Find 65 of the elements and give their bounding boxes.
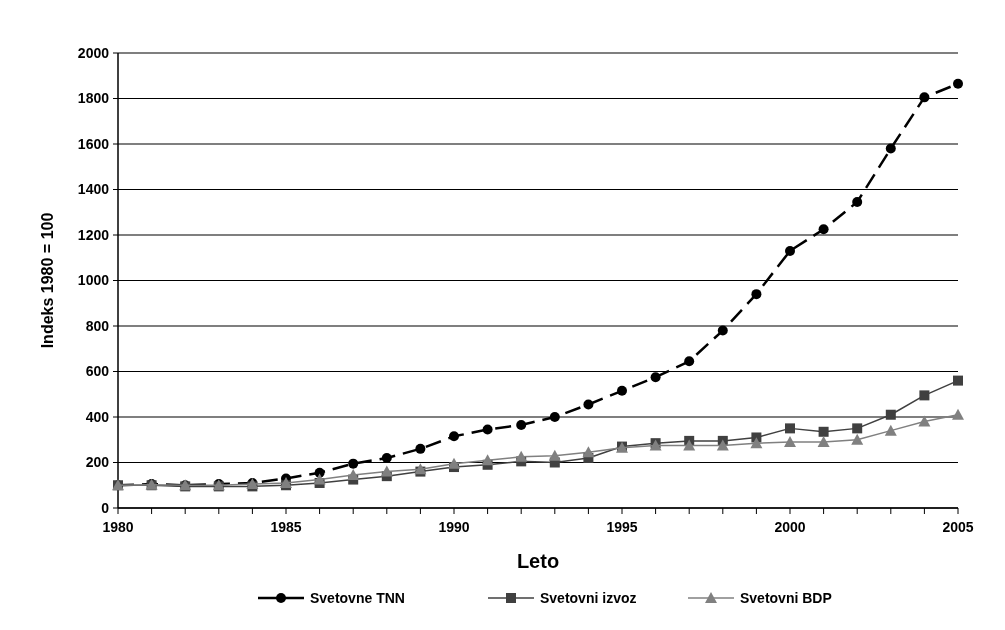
y-tick-label: 1600	[77, 135, 110, 152]
x-axis-title: Leto	[516, 550, 560, 572]
point	[818, 426, 829, 437]
point	[885, 409, 896, 420]
point	[650, 372, 661, 383]
point	[482, 424, 493, 435]
point	[884, 424, 897, 436]
x-tick-label: 1995	[606, 519, 638, 535]
y-tick-label: 2000	[77, 44, 110, 61]
x-tick-label: 1980	[102, 519, 134, 535]
point	[851, 433, 864, 445]
point	[919, 390, 930, 401]
point	[785, 423, 795, 434]
y-tick-label: 400	[85, 408, 110, 425]
y-tick-label: 200	[85, 454, 110, 471]
point	[313, 473, 326, 485]
point	[751, 289, 762, 300]
point	[683, 439, 696, 451]
point	[750, 437, 763, 449]
point	[549, 412, 560, 422]
point	[684, 356, 695, 367]
point	[448, 457, 460, 469]
y-tick-label: 600	[85, 363, 110, 380]
point	[280, 476, 292, 488]
point	[583, 399, 594, 410]
x-tick-label: 2005	[942, 519, 974, 535]
point	[481, 454, 494, 466]
y-tick-label: 1400	[77, 181, 110, 198]
point	[852, 197, 863, 208]
point	[919, 92, 930, 103]
point	[380, 465, 393, 477]
point	[348, 458, 359, 469]
point	[582, 446, 595, 458]
y-axis-title: Indeks 1980 = 100	[39, 212, 56, 349]
point	[952, 408, 964, 420]
point	[617, 385, 627, 396]
point	[449, 431, 459, 442]
point	[918, 415, 931, 427]
legend-label: Svetovne TNN	[310, 589, 405, 606]
point	[516, 419, 527, 430]
y-tick-label: 0	[101, 499, 110, 516]
point	[818, 224, 829, 235]
y-tick-label: 1800	[77, 90, 110, 107]
point	[515, 450, 528, 462]
point	[716, 439, 729, 451]
point	[852, 423, 863, 434]
x-tick-label: 2000	[774, 519, 806, 535]
point	[548, 449, 561, 461]
y-tick-label: 1200	[77, 226, 110, 243]
point	[953, 78, 963, 89]
point	[785, 245, 795, 256]
point	[885, 143, 896, 154]
point	[817, 436, 830, 448]
y-tick-label: 800	[85, 317, 110, 334]
legend-label: Svetovni izvoz	[540, 589, 637, 606]
point	[717, 325, 728, 336]
point	[415, 443, 426, 454]
x-tick-label: 1990	[438, 519, 470, 535]
point	[381, 452, 392, 463]
point	[953, 375, 963, 386]
point	[347, 469, 360, 481]
y-tick-label: 1000	[77, 272, 110, 289]
x-tick-label: 1985	[270, 519, 302, 535]
point	[784, 436, 796, 448]
legend-label: Svetovni BDP	[740, 589, 832, 606]
